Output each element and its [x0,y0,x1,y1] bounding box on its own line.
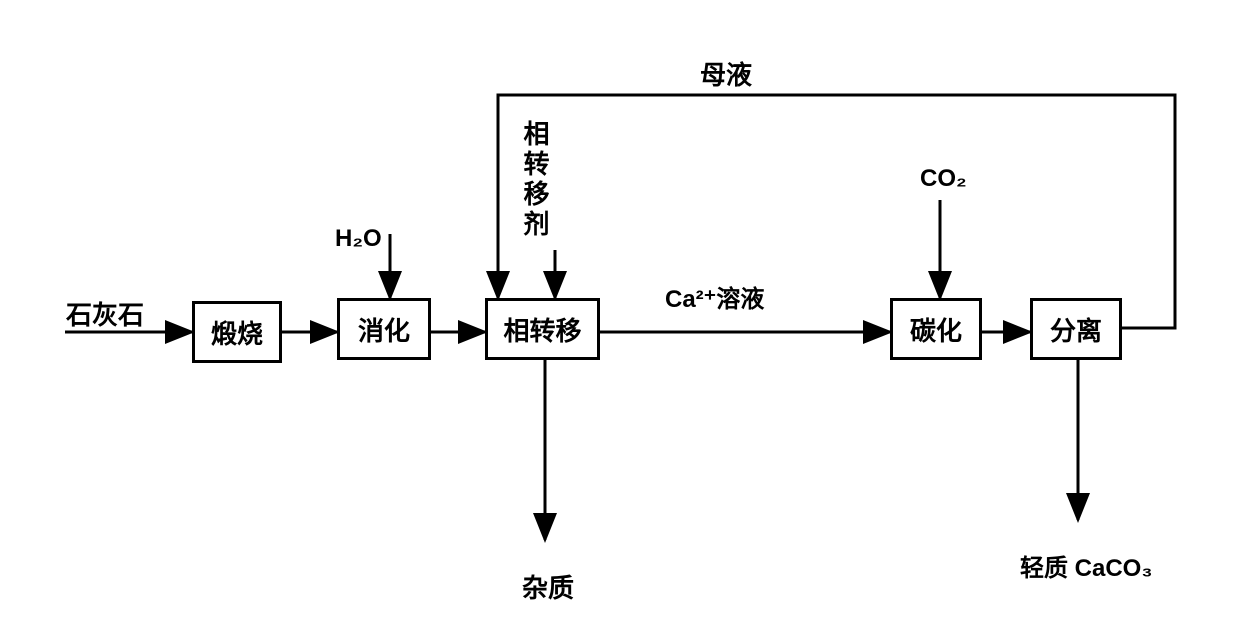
label-limestone: 石灰石 [66,295,144,332]
flowchart-diagram: 煅烧 消化 相转移 碳化 分离 石灰石 H₂O 相转移剂 母液 CO₂ Ca²⁺… [0,0,1240,642]
box-label: 碳化 [910,311,962,348]
label-mother-liquor: 母液 [700,55,752,92]
label-co2: CO₂ [920,165,967,193]
box-label: 煅烧 [211,314,263,351]
label-impurity: 杂质 [522,568,574,605]
label-phase-transfer-agent: 相转移剂 [517,120,554,240]
box-label: 分离 [1050,311,1102,348]
label-h2o: H₂O [335,225,382,253]
box-separation: 分离 [1030,298,1122,360]
e-recycle [498,95,1175,328]
label-product: 轻质 CaCO₃ [1020,548,1152,583]
box-phase-transfer: 相转移 [485,298,600,360]
box-calcination: 煅烧 [192,301,282,363]
box-label: 消化 [358,311,410,348]
box-label: 相转移 [503,311,581,348]
box-slaking: 消化 [337,298,431,360]
box-carbonization: 碳化 [890,298,982,360]
label-ca-solution: Ca²⁺溶液 [665,279,764,314]
